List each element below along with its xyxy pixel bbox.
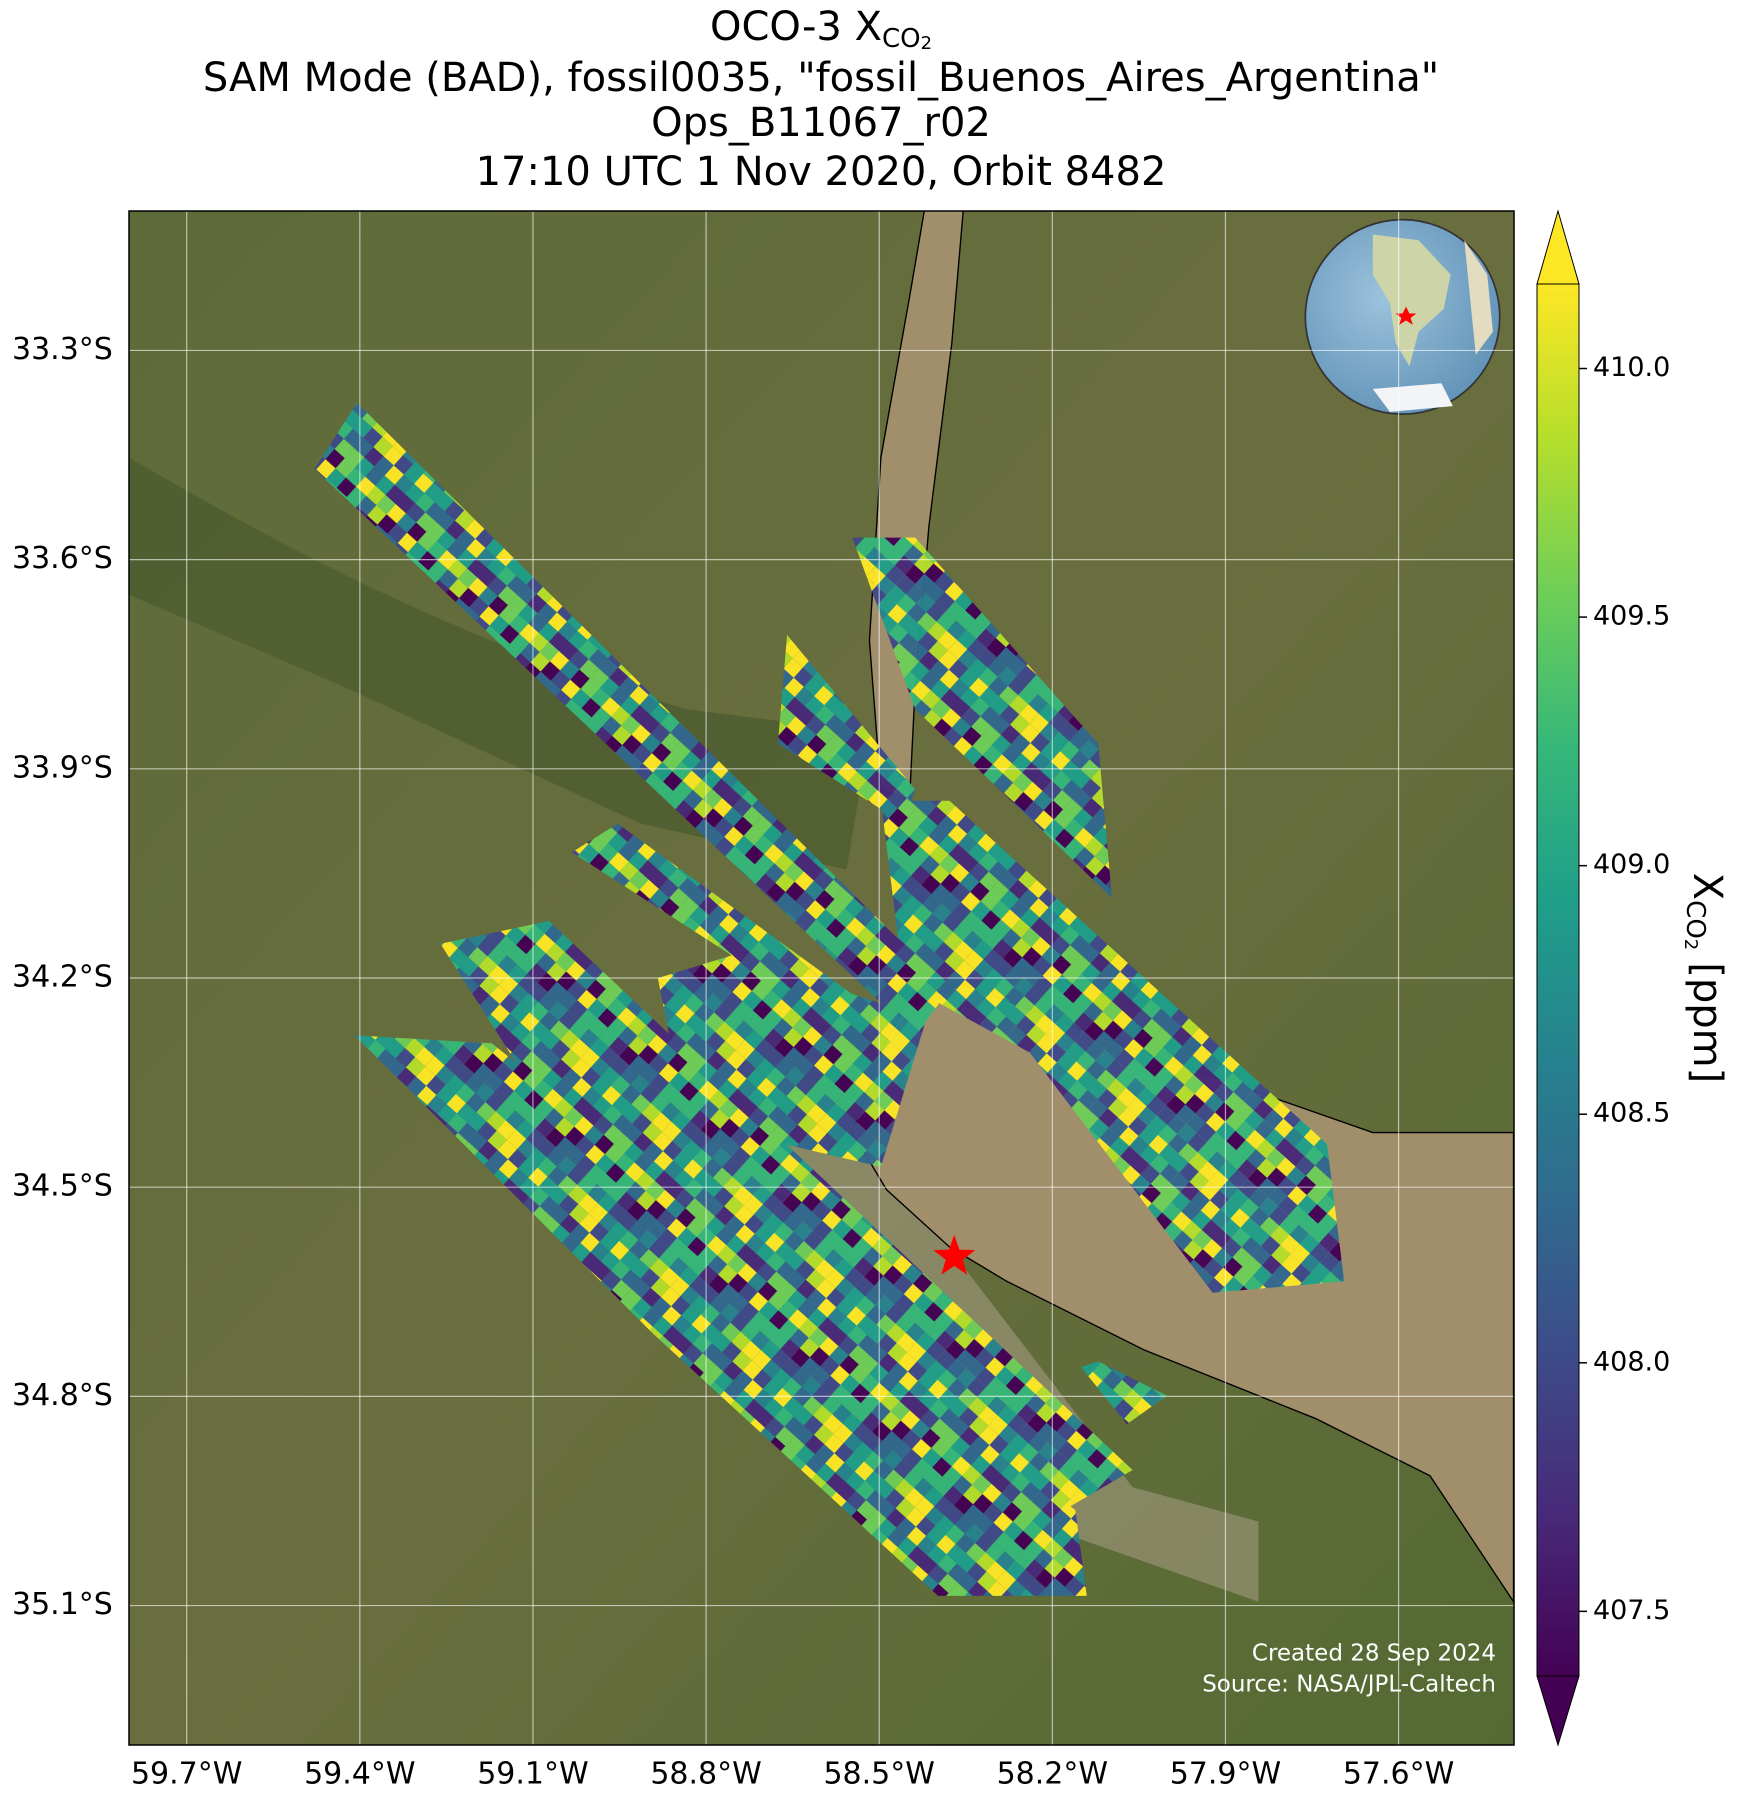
x-tick-label: 59.4°W xyxy=(304,1757,415,1792)
globe-land xyxy=(1372,234,1451,367)
colorbar-tick-label: 409.0 xyxy=(1593,849,1670,880)
swath xyxy=(1081,1361,1167,1425)
colorbar-tick-label: 408.5 xyxy=(1593,1098,1670,1129)
colorbar-tick-label: 407.5 xyxy=(1593,1595,1670,1626)
x-tick-label: 57.9°W xyxy=(1170,1757,1281,1792)
title-subscript: 2 xyxy=(921,33,932,54)
annotation: Source: NASA/JPL-Caltech xyxy=(1202,1672,1496,1698)
title-line: Ops_B11067_r02 xyxy=(651,100,991,146)
globe-land xyxy=(1464,240,1493,355)
y-tick-label: 34.8°S xyxy=(12,1378,113,1413)
target-marker xyxy=(933,1234,976,1275)
swath xyxy=(354,1035,1087,1596)
axes: 59.7°W 59.4°W 59.1°W 58.8°W 58.5°W 58.2°W 57.9… xyxy=(12,332,1454,1792)
x-tick-label: 58.2°W xyxy=(997,1757,1108,1792)
label-symbol: X xyxy=(1684,873,1730,900)
colorbar-label: XCO2 [ppm] xyxy=(1680,873,1730,1083)
colorbar-tick-label: 408.0 xyxy=(1593,1346,1670,1377)
x-tick-label: 59.7°W xyxy=(131,1757,242,1792)
y-tick-label: 33.6°S xyxy=(12,541,113,576)
grid xyxy=(129,211,1514,1745)
x-tick-label: 58.5°W xyxy=(823,1757,934,1792)
x-tick-label: 59.1°W xyxy=(477,1757,588,1792)
swath xyxy=(657,955,927,1167)
x-tick-label: 58.8°W xyxy=(650,1757,761,1792)
colorbar-extend xyxy=(1536,209,1580,285)
map: Created 28 Sep 2024 Source: NASA/JPL-Cal… xyxy=(129,211,1514,1745)
title-line: 17:10 UTC 1 Nov 2020, Orbit 8482 xyxy=(476,149,1167,195)
colorbar: XCO2 [ppm] 407.5 408.0 408.5 409.0 409.5 410.0 xyxy=(1536,209,1730,1747)
title-text: OCO-3 X xyxy=(710,4,882,50)
swath xyxy=(852,537,1112,899)
annotation: Created 28 Sep 2024 xyxy=(1252,1641,1496,1667)
y-tick-label: 33.9°S xyxy=(12,750,113,785)
y-tick-label: 35.1°S xyxy=(12,1587,113,1622)
colorbar-body xyxy=(1536,283,1580,1677)
swath xyxy=(440,920,1133,1511)
title-subscript: CO xyxy=(882,24,921,54)
colorbar-extend xyxy=(1536,1675,1580,1747)
globe-ice xyxy=(1372,383,1453,412)
y-tick-label: 34.2°S xyxy=(12,960,113,995)
swath xyxy=(314,402,950,1036)
y-tick-label: 34.5°S xyxy=(12,1169,113,1204)
swath xyxy=(880,800,1345,1293)
y-tick-label: 33.3°S xyxy=(12,332,113,367)
map-frame xyxy=(128,210,1515,1746)
basemap xyxy=(129,211,1514,1604)
colorbar-tick-label: 409.5 xyxy=(1593,601,1670,632)
title: OCO-3 XCO2 SAM Mode (BAD), fossil0035, "… xyxy=(203,4,1439,195)
title-line: SAM Mode (BAD), fossil0035, "fossil_Buen… xyxy=(203,55,1439,101)
x-tick-label: 57.6°W xyxy=(1343,1757,1454,1792)
swath xyxy=(777,634,916,824)
markers xyxy=(933,1234,976,1275)
label-subscript: 2 xyxy=(1680,939,1701,950)
title-line: OCO-3 XCO2 xyxy=(710,4,932,54)
label-subscript: CO xyxy=(1681,900,1711,939)
colorbar-tick-label: 410.0 xyxy=(1593,352,1670,383)
inset-globe xyxy=(1304,218,1501,415)
globe-marker xyxy=(1395,306,1417,325)
label-unit: [ppm] xyxy=(1684,962,1730,1083)
